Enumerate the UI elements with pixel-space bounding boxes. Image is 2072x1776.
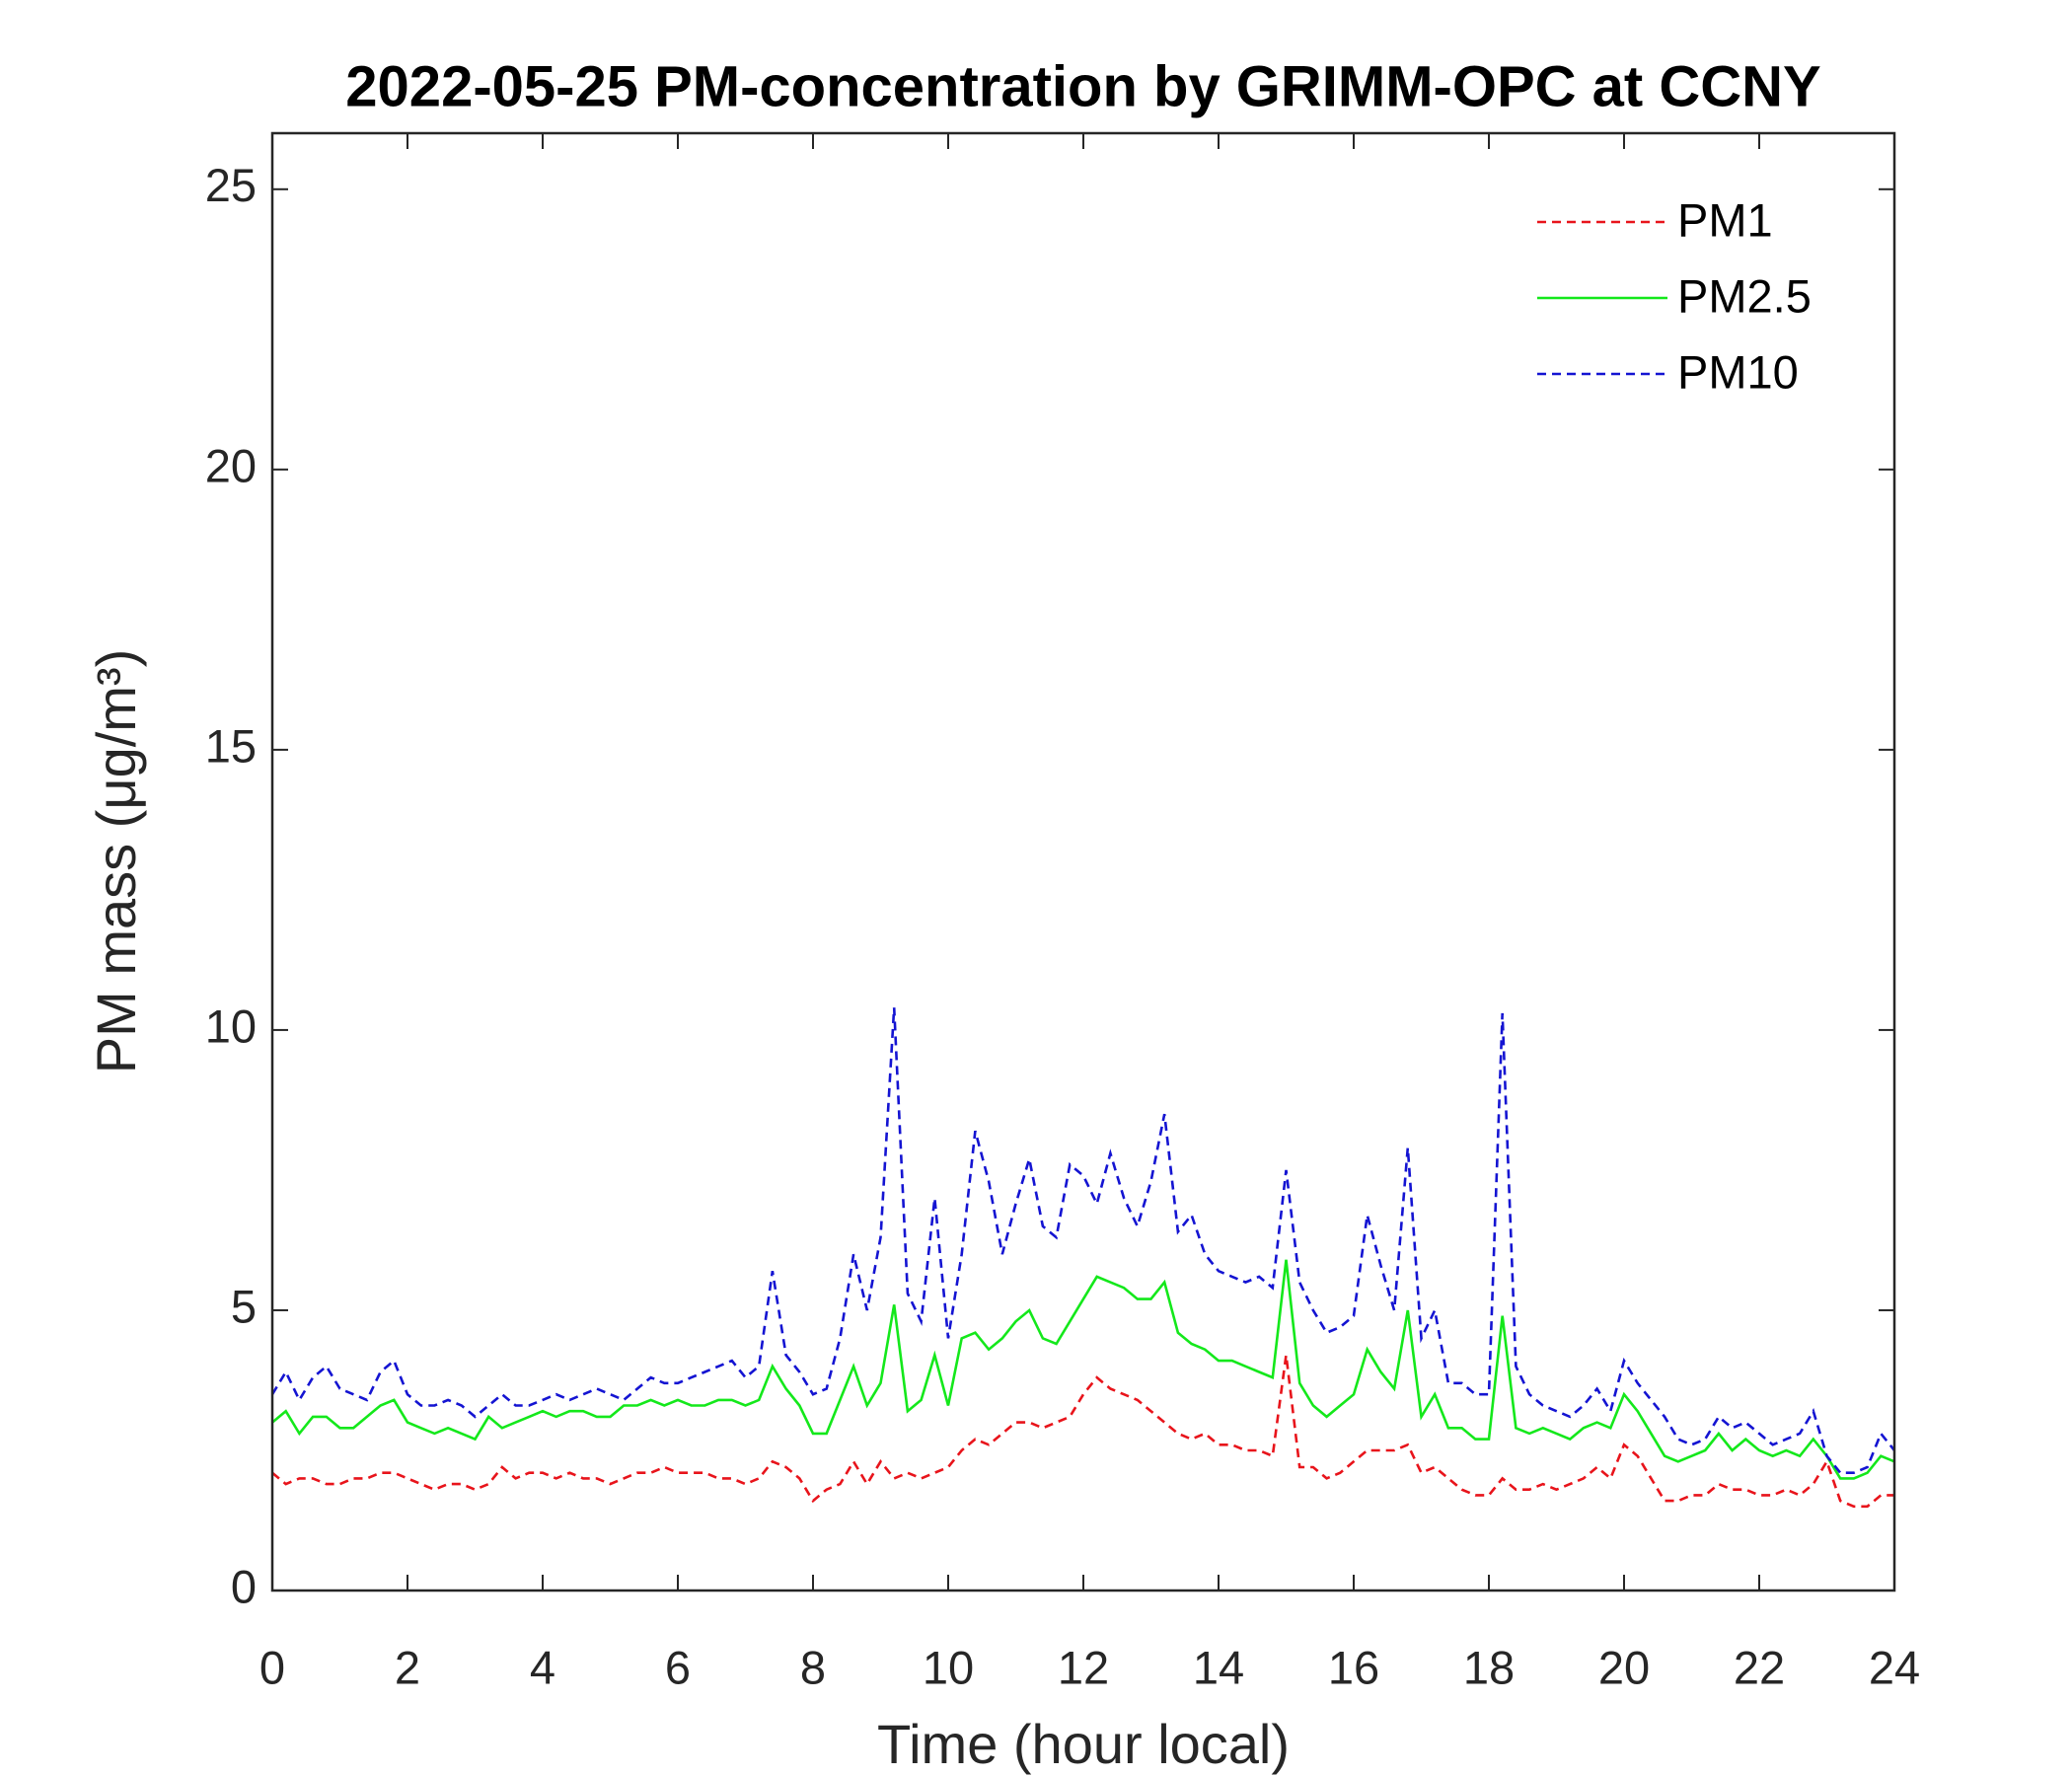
x-tick-label: 14 <box>1193 1641 1244 1693</box>
x-tick-label: 2 <box>395 1641 420 1693</box>
legend-label: PM10 <box>1677 345 1799 398</box>
x-tick-label: 24 <box>1869 1641 1920 1693</box>
data-line <box>271 1355 1894 1509</box>
y-tick-label: 5 <box>231 1280 257 1332</box>
y-tick-label: 25 <box>205 159 257 211</box>
x-tick-label: 8 <box>800 1641 826 1693</box>
x-tick-label: 16 <box>1328 1641 1379 1693</box>
x-tick-label: 12 <box>1058 1641 1109 1693</box>
y-tick-label: 0 <box>231 1560 257 1612</box>
x-tick-label: 18 <box>1463 1641 1515 1693</box>
y-axis-label: PM mass (μg/m³) <box>85 649 147 1073</box>
x-tick-label: 20 <box>1598 1641 1650 1693</box>
data-line <box>270 1007 1896 1474</box>
x-axis-label: Time (hour local) <box>877 1713 1290 1775</box>
chart-title: 2022-05-25 PM-concentration by GRIMM-OPC… <box>345 54 1820 118</box>
x-tick-label: 10 <box>923 1641 974 1693</box>
x-tick-label: 6 <box>665 1641 691 1693</box>
data-line <box>271 1259 1895 1480</box>
x-tick-label: 4 <box>530 1641 555 1693</box>
y-tick-label: 10 <box>205 999 257 1052</box>
x-tick-label: 22 <box>1734 1641 1785 1693</box>
y-tick-label: 15 <box>205 719 257 772</box>
legend-label: PM2.5 <box>1677 269 1812 322</box>
x-tick-label: 0 <box>259 1641 285 1693</box>
legend-label: PM1 <box>1677 193 1773 246</box>
y-tick-label: 20 <box>205 439 257 491</box>
plot-frame <box>270 131 1896 1592</box>
